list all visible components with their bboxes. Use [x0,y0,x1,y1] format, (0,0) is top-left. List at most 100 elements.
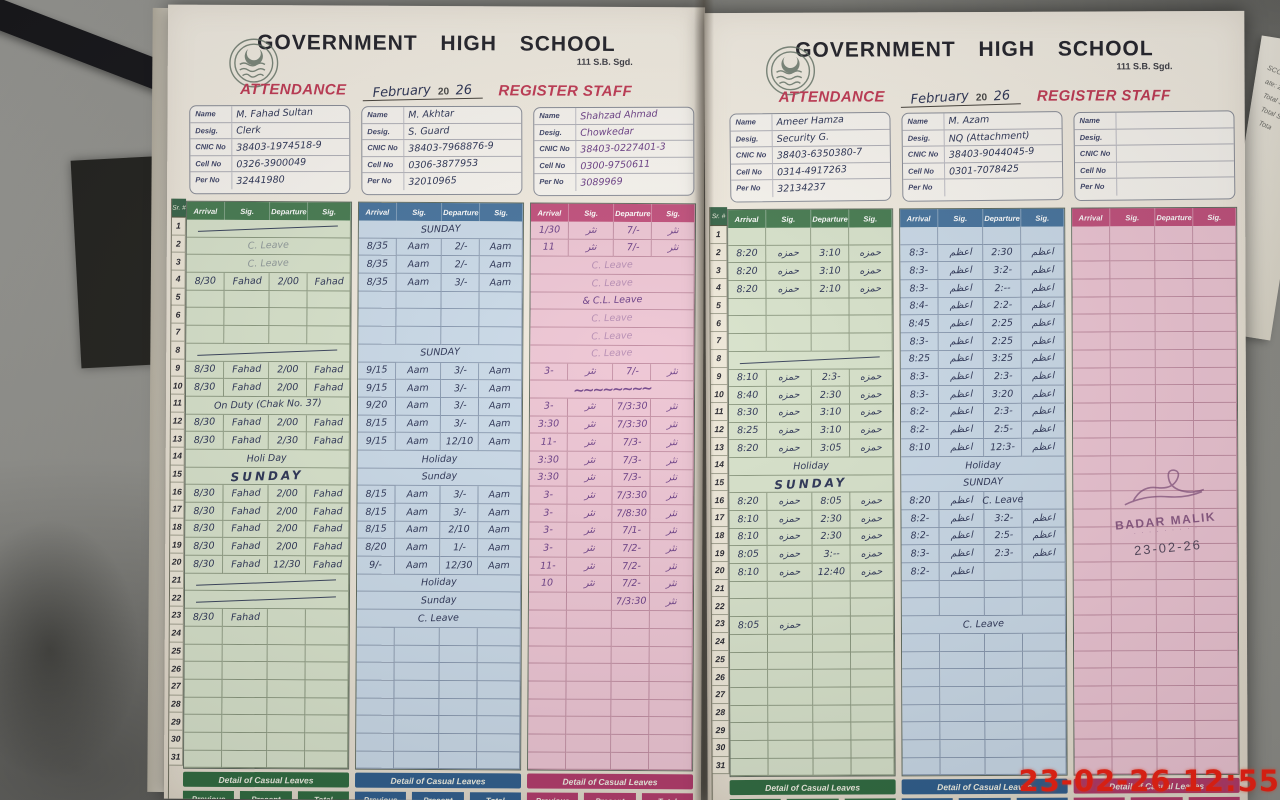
attendance-row [1073,597,1238,616]
departure-cell: 7/- [613,363,652,382]
info-handwriting: 38403-0227401-3 [580,141,666,156]
arrival-cell [186,308,225,327]
signature-cell: اعظم [1022,438,1066,457]
handwriting: 8/15 [364,523,387,536]
departure-cell: 2:-- [983,279,1022,298]
signature-cell: حمزه [850,563,894,582]
handwriting: 2/00 [276,487,299,500]
arrival-cell [1072,261,1111,280]
departure-cell [1157,615,1196,634]
attendance-row: SUNDAY [185,467,350,486]
handwriting: 2:3- [993,405,1013,418]
attendance-row: 8:20 اعظم C. Leave [901,491,1066,511]
attendance-row: 8:2- اعظم 3:2- اعظم [901,509,1066,529]
handwriting: 3:05 [820,442,842,454]
signature-cell [1023,721,1067,740]
handwriting: نثر [667,224,679,236]
signature-cell: Aam [479,380,523,399]
note-handwriting: & C.L. Leave [581,294,643,308]
arrival-cell: 8:2- [901,563,940,582]
info-row: Per No [903,178,1062,197]
attendance-row [902,739,1067,758]
info-value [1117,161,1234,178]
attendance-row: On Duty (Chak No. 37) [185,396,351,416]
signature-cell [1111,650,1158,669]
handwriting: اعظم [1031,405,1055,418]
arrival-cell: 8:20 [728,245,767,264]
handwriting: حمزه [859,247,882,260]
serial-cell: 15 [711,473,729,492]
info-value: M. Fahad Sultan [232,106,349,122]
serial-cell: 30 [712,739,730,757]
arrival-cell [1072,367,1111,386]
attendance-row [730,687,895,706]
arrival-cell: 3- [529,486,568,505]
handwriting: 8:3- [909,282,929,295]
signature-cell: نثر [651,363,695,382]
serial-cell: 11 [710,402,729,421]
arrival-cell [528,716,567,735]
departure-cell: 12:3- [984,439,1023,457]
signature-cell [224,290,271,309]
handwriting: Fahad [230,558,261,571]
departure-cell [612,664,650,683]
departure-cell [813,722,852,741]
staff-column-blue: Name M. Akhtar Desig. S. Guard CNIC No 38403-… [354,105,531,800]
serial-cell: 29 [712,721,730,740]
signature-cell [1109,226,1156,245]
departure-cell: 3/- [441,362,480,381]
column-header: Sig. [937,208,984,228]
handwriting: اعظم [949,246,972,259]
arrival-cell [730,670,768,688]
attendance-row: C. Leave [186,255,351,274]
departure-cell [1155,226,1194,244]
signature-cell [849,333,893,352]
staff-column-blue: Name M. Azam Desig. NQ (Attachment) CNIC No 3… [899,111,1074,800]
serial-cell: 11 [170,394,186,413]
info-row: Name Shahzad Ahmad [534,107,694,125]
handwriting: 8/35 [366,276,388,288]
handwriting: 2/00 [276,523,299,535]
arrival-cell: 8:40 [728,387,767,405]
arrival-cell [1073,438,1111,457]
columns-area-right: Sr. #1 2 3 4 5 6 7 8 9 10 11 12 13 14 15 16 17 18 19 20 21 22… [709,110,1246,800]
handwriting: نثر [666,419,678,431]
signature-cell [649,628,693,647]
handwriting: 1/- [452,541,466,554]
attendance-row [728,351,893,370]
signature-cell [1193,314,1237,333]
attendance-row [728,298,893,317]
departure-cell: 2:30 [812,386,851,405]
attendance-row: 9/20 Aam 3/- Aam [357,397,523,417]
departure-cell [612,646,650,665]
signature-cell [649,735,693,753]
signature-cell [566,681,613,700]
handwriting: اعظم [949,441,973,454]
signature-cell: حمزه [767,563,814,582]
handwriting: 2:3- [993,370,1013,383]
handwriting: 7/3:30 [616,418,648,431]
row-note-cell: Holi Day [185,449,350,469]
serial-header: Sr. # [710,207,728,227]
column-header: Sig. [849,209,893,228]
arrival-cell [730,723,769,742]
handwriting: اعظم [1031,352,1055,365]
info-row: Name M. Azam [902,112,1062,131]
handwriting: اعظم [949,423,973,436]
attendance-row [356,733,521,753]
attendance-row: 8:20 حمزه 8:05 حمزه [729,492,894,512]
departure-cell [985,668,1024,687]
handwriting: حمزه [860,548,883,560]
signature-cell [479,291,523,310]
info-handwriting: M. Akhtar [408,108,455,121]
register-page-right: GOVERNMENT HIGH SCHOOL 111 S.B. Sgd. ATT… [704,10,1248,800]
signature-cell [1195,685,1239,704]
signature-cell [849,227,893,246]
handwriting: 8:05 [737,548,759,561]
handwriting: Aam [406,559,429,571]
handwriting: نثر [666,401,678,413]
attendance-row: 8:20 حمزه 2:10 حمزه [728,280,893,299]
attendance-row: 8/30 Fahad 2/00 Fahad [185,538,350,557]
arrival-cell [528,681,567,700]
attendance-row: Holiday [357,574,522,593]
